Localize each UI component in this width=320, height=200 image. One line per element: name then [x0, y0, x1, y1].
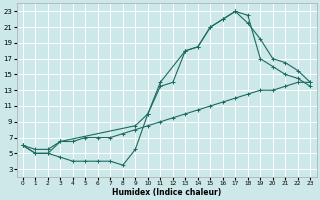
X-axis label: Humidex (Indice chaleur): Humidex (Indice chaleur) — [112, 188, 221, 197]
